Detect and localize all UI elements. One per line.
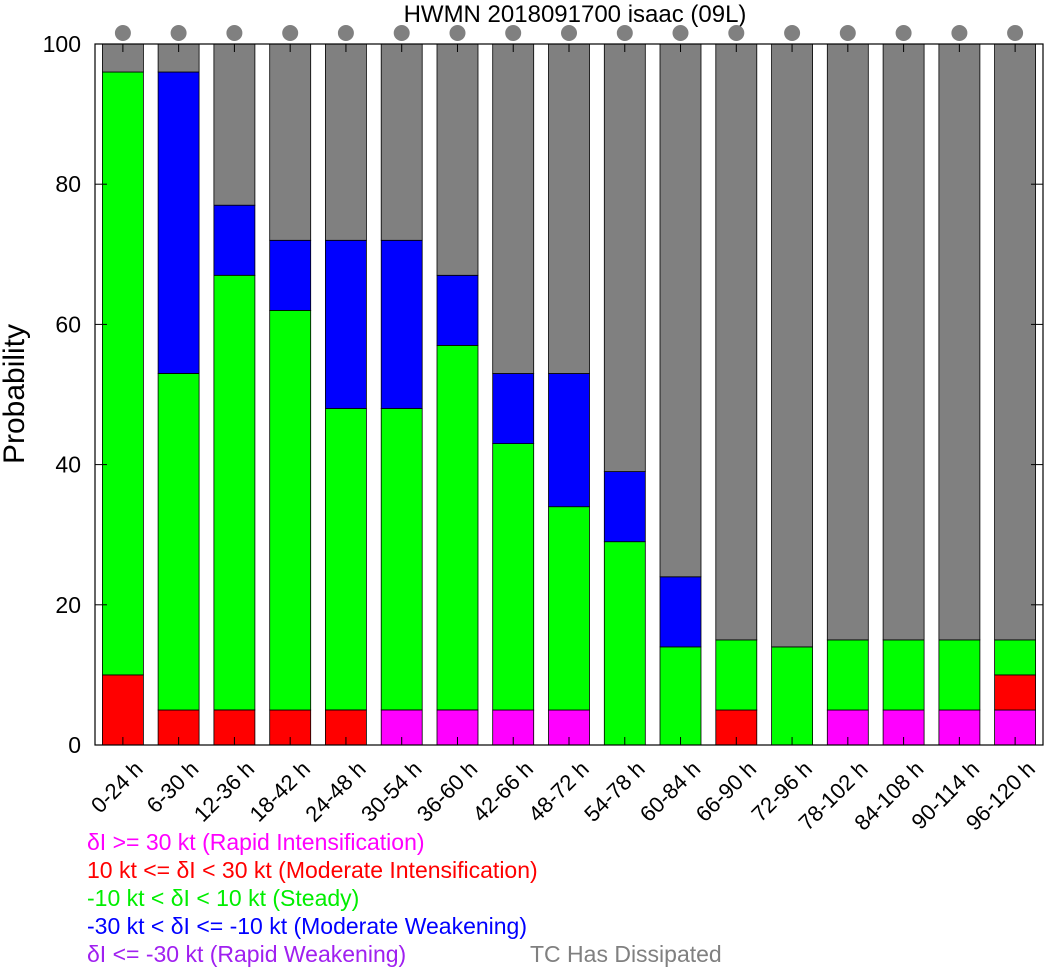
bar-66-90-h-series-5 [715, 43, 758, 641]
bar-48-72-h-series-5 [548, 43, 590, 374]
x-tick-label-0-24-h: 0-24 h [86, 756, 148, 818]
bar-24-48-h-series-2 [324, 408, 367, 711]
chart-title: HWMN 2018091700 isaac (09L) [404, 1, 747, 28]
bar-36-60-h-series-5 [436, 43, 479, 276]
legend-item-moderate-weakening: -30 kt < δI <= -10 kt (Moderate Weakenin… [87, 913, 528, 939]
bar-72-96-h-series-2 [771, 646, 813, 746]
bar-54-78-h-series-3 [603, 471, 646, 543]
bar-30-54-h-series-2 [380, 408, 423, 711]
marker-dot-66-90-h [728, 25, 745, 41]
bar-24-48-h-series-5 [324, 43, 367, 241]
bar-36-60-h-series-2 [436, 344, 479, 711]
marker-dot-42-66-h [505, 25, 522, 41]
bar-54-78-h-series-5 [603, 43, 646, 473]
bar-84-108-h-series-2 [882, 639, 925, 711]
marker-dot-60-84-h [672, 25, 689, 41]
x-tick-label-18-42-h: 18-42 h [245, 756, 315, 826]
bar-78-102-h-series-2 [826, 639, 869, 711]
bar-12-36-h-series-3 [213, 204, 256, 276]
marker-dot-90-114-h [951, 25, 968, 41]
bar-30-54-h-series-3 [380, 239, 423, 409]
marker-dot-12-36-h [226, 25, 243, 41]
bar-84-108-h-series-5 [882, 43, 925, 641]
y-tick-label-100: 100 [43, 31, 81, 57]
y-axis-label: Probability [0, 324, 31, 464]
marker-dot-36-60-h [449, 25, 466, 41]
marker-dot-0-24-h [114, 25, 131, 41]
legend-item-rapid-weakening: δI <= -30 kt (Rapid Weakening) [87, 941, 407, 967]
bar-96-120-h-series-2 [994, 639, 1036, 676]
x-tick-label-66-90-h: 66-90 h [691, 756, 761, 826]
x-tick-label-54-78-h: 54-78 h [579, 756, 649, 826]
bar-60-84-h-series-2 [659, 646, 702, 746]
legend-item-dissipated: TC Has Dissipated [530, 941, 722, 967]
marker-dot-96-120-h [1007, 25, 1024, 41]
bar-36-60-h-series-3 [436, 274, 479, 346]
marker-dot-24-48-h [337, 25, 354, 41]
marker-dot-78-102-h [839, 25, 856, 41]
bar-42-66-h-series-3 [492, 373, 535, 444]
bar-0-24-h-series-1 [102, 674, 144, 746]
bar-66-90-h-series-2 [715, 639, 758, 711]
bar-18-42-h-series-3 [269, 239, 312, 311]
marker-dot-30-54-h [393, 25, 410, 41]
x-tick-label-42-66-h: 42-66 h [468, 756, 538, 826]
legend-item-rapid-intensification: δI >= 30 kt (Rapid Intensification) [87, 829, 425, 855]
x-tick-label-36-60-h: 36-60 h [412, 756, 482, 826]
bar-90-114-h-series-5 [938, 43, 981, 641]
bar-60-84-h-series-3 [659, 576, 702, 648]
marker-dot-54-78-h [616, 25, 633, 41]
bar-48-72-h-series-3 [548, 373, 590, 508]
bar-30-54-h-series-5 [380, 43, 423, 241]
bar-12-36-h-series-2 [213, 274, 256, 711]
marker-dot-18-42-h [282, 25, 299, 41]
bar-6-30-h-series-2 [157, 373, 200, 711]
legend-item-steady: -10 kt < δI < 10 kt (Steady) [87, 885, 360, 911]
bars [102, 43, 1036, 746]
bar-48-72-h-series-2 [548, 506, 590, 711]
y-ticks: 0 20 40 60 80 100 [43, 31, 1043, 758]
bar-60-84-h-series-5 [659, 43, 702, 578]
y-tick-label-60: 60 [55, 311, 81, 337]
bar-72-96-h-series-5 [771, 43, 813, 648]
y-tick-label-40: 40 [55, 452, 81, 478]
bar-24-48-h-series-3 [324, 239, 367, 409]
bar-6-30-h-series-3 [157, 71, 200, 374]
bar-42-66-h-series-2 [492, 443, 535, 711]
y-tick-label-80: 80 [55, 171, 81, 197]
y-tick-label-0: 0 [68, 732, 81, 758]
x-tick-label-48-72-h: 48-72 h [523, 756, 593, 826]
bar-96-120-h-series-1 [994, 674, 1036, 711]
bar-18-42-h-series-5 [269, 43, 312, 241]
bar-54-78-h-series-2 [603, 541, 646, 746]
marker-dots [114, 25, 1024, 41]
bar-78-102-h-series-5 [826, 43, 869, 641]
legend-item-moderate-intensification: 10 kt <= δI < 30 kt (Moderate Intensific… [87, 857, 538, 883]
y-tick-label-20: 20 [55, 592, 81, 618]
x-tick-label-60-84-h: 60-84 h [635, 756, 705, 826]
bar-0-24-h-series-2 [102, 71, 144, 676]
marker-dot-6-30-h [170, 25, 187, 41]
marker-dot-48-72-h [561, 25, 577, 41]
marker-dot-72-96-h [784, 25, 801, 41]
bar-96-120-h-series-5 [994, 43, 1036, 641]
bar-18-42-h-series-2 [269, 309, 312, 711]
x-tick-label-24-48-h: 24-48 h [300, 756, 370, 826]
x-tick-label-12-36-h: 12-36 h [189, 756, 259, 826]
bar-12-36-h-series-5 [213, 43, 256, 206]
bar-42-66-h-series-5 [492, 43, 535, 374]
bar-90-114-h-series-2 [938, 639, 981, 711]
x-tick-label-30-54-h: 30-54 h [356, 756, 426, 826]
marker-dot-84-108-h [895, 25, 912, 41]
